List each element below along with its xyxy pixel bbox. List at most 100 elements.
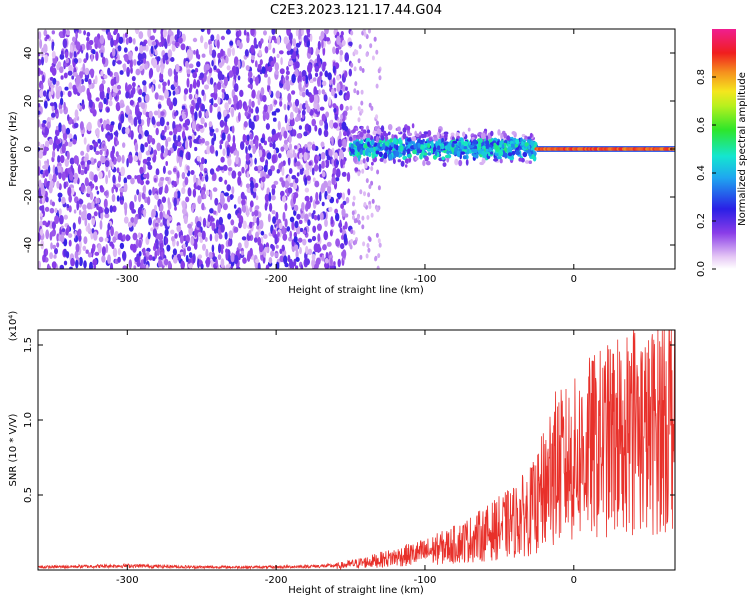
heatmap-cell [261, 66, 266, 74]
heatmap-cell [181, 187, 186, 195]
heatmap-cell [294, 116, 299, 123]
heatmap-cell [318, 89, 321, 96]
heatmap-cell [112, 205, 117, 213]
heatmap-cell [249, 200, 254, 208]
heatmap-cell [67, 186, 72, 197]
heatmap-cell [341, 39, 346, 47]
heatmap-cell [106, 108, 110, 113]
heatmap-cell [179, 157, 182, 168]
heatmap-cell [287, 104, 290, 111]
heatmap-cell [148, 144, 152, 152]
snr-series-line [38, 330, 675, 570]
heatmap-cell [130, 217, 135, 223]
heatmap-cell [162, 165, 166, 174]
heatmap-cell [321, 39, 324, 49]
heatmap-cell [108, 169, 111, 179]
heatmap-cell [211, 49, 217, 59]
heatmap-cell [145, 180, 150, 185]
heatmap-cell [370, 139, 375, 146]
heatmap-cell [286, 42, 292, 51]
heatmap-cell [338, 122, 343, 127]
heatmap-cell [264, 46, 269, 54]
heatmap-cell [197, 179, 202, 186]
heatmap-cell [359, 189, 363, 195]
heatmap-cell [42, 220, 47, 226]
heatmap-cell [339, 103, 344, 111]
heatmap-cell [175, 63, 180, 73]
heatmap-cell [150, 45, 154, 55]
heatmap-cell [55, 80, 60, 87]
heatmap-cell [294, 68, 299, 78]
heatmap-cell [293, 204, 299, 212]
heatmap-cell [125, 234, 130, 242]
heatmap-cell [284, 114, 288, 124]
heatmap-cell [137, 111, 143, 117]
heatmap-cell [51, 261, 57, 269]
heatmap-cell [50, 84, 55, 89]
heatmap-cell [224, 179, 228, 185]
heatmap-cell [304, 195, 310, 202]
heatmap-cell [86, 186, 91, 194]
heatmap-cell [51, 201, 56, 207]
heatmap-cell [356, 136, 361, 140]
heatmap-cell [99, 35, 105, 45]
heatmap-cell [318, 127, 322, 136]
heatmap-cell [389, 138, 393, 143]
heatmap-cell [103, 198, 108, 209]
heatmap-cell [301, 69, 307, 79]
heatmap-cell [237, 171, 242, 177]
heatmap-cell [289, 230, 293, 239]
figure-title: C2E3.2023.121.17.44.G04 [270, 3, 442, 18]
heatmap-cell [133, 216, 138, 225]
heatmap-cell [353, 155, 358, 163]
heatmap-cell [243, 121, 248, 128]
heatmap-cell [80, 78, 84, 85]
heatmap-cell [201, 103, 205, 112]
heatmap-cell [61, 143, 66, 154]
colorbar: 0.00.20.40.60.8 Normalized spectral ampl… [696, 29, 748, 277]
heatmap-cell [435, 140, 438, 147]
heatmap-cell [112, 39, 118, 46]
heatmap-cell [286, 123, 290, 132]
heatmap-cell [380, 135, 385, 141]
heatmap-cell [319, 119, 324, 126]
y-tick-label: 20 [23, 95, 34, 108]
heatmap-cell [144, 142, 149, 148]
heatmap-cell [249, 77, 253, 85]
heatmap-cell [265, 123, 270, 130]
heatmap-cell [155, 194, 159, 200]
heatmap-cell [209, 77, 214, 85]
heatmap-cell [165, 176, 170, 182]
heatmap-cell [332, 46, 336, 55]
heatmap-cell [442, 162, 447, 168]
heatmap-cell [112, 92, 117, 98]
heatmap-cell [220, 223, 225, 233]
heatmap-cell [82, 204, 87, 211]
heatmap-cell [355, 141, 360, 147]
heatmap-cell [272, 117, 277, 122]
heatmap-cell [78, 216, 82, 225]
heatmap-cell [166, 244, 171, 252]
heatmap-cell [198, 124, 204, 129]
heatmap-cell [180, 43, 186, 51]
heatmap-cell [454, 146, 459, 153]
heatmap-cell [136, 253, 140, 261]
heatmap-cell [97, 244, 102, 254]
heatmap-cell [225, 264, 229, 269]
y-tick-label: -40 [23, 237, 34, 253]
y-tick-label: 40 [23, 47, 34, 60]
heatmap-cell [498, 149, 504, 157]
heatmap-cell [196, 221, 202, 228]
heatmap-cell [83, 236, 88, 245]
heatmap-cell [77, 57, 82, 64]
heatmap-cell [350, 144, 354, 149]
heatmap-cell [189, 83, 193, 91]
heatmap-cell [138, 212, 142, 220]
heatmap-cell [138, 251, 142, 257]
heatmap-cell [465, 159, 469, 166]
heatmap-cell [152, 228, 157, 238]
heatmap-cell [221, 132, 226, 141]
heatmap-cell [44, 169, 49, 177]
heatmap-cell [166, 125, 170, 131]
heatmap-cell [314, 163, 319, 172]
